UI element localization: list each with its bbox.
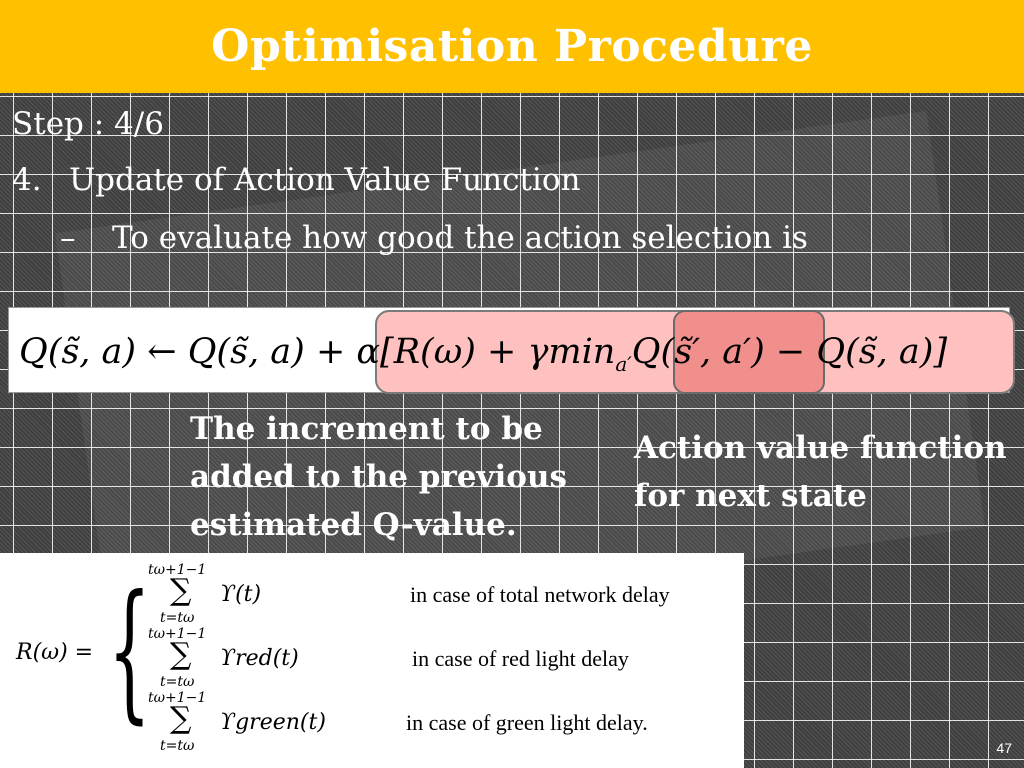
page-number: 47 bbox=[996, 740, 1012, 756]
reward-condition: in case of green light delay. bbox=[406, 710, 648, 735]
equation-rhs-q: Q(s̃, a) bbox=[187, 332, 305, 372]
reward-condition: in case of red light delay bbox=[412, 646, 629, 671]
next-q-highlight bbox=[673, 310, 825, 394]
sigma-icon: ∑ bbox=[170, 701, 192, 736]
sigma-icon: ∑ bbox=[170, 573, 192, 608]
sigma-icon: ∑ bbox=[170, 637, 192, 672]
reward-term: ϒred(t) bbox=[220, 646, 299, 671]
equation-text: Q(s̃, a) ← Q(s̃, a) + α[R(ω) + γmina′Q(s… bbox=[19, 308, 947, 396]
equation-min-subscript: a′ bbox=[615, 352, 632, 376]
equation-next-q: Q(s̃′, a′) bbox=[631, 332, 765, 372]
sum-upper-limit: tω+1−1 bbox=[148, 626, 207, 642]
sum-lower-limit: t=tω bbox=[160, 674, 195, 690]
title-bar: Optimisation Procedure bbox=[0, 0, 1024, 93]
sum-lower-limit: t=tω bbox=[160, 738, 195, 754]
slide-title: Optimisation Procedure bbox=[211, 21, 813, 72]
sub-list-dash: – bbox=[60, 220, 76, 256]
reward-term: ϒgreen(t) bbox=[220, 710, 326, 735]
sub-list-item: – To evaluate how good the action selecti… bbox=[60, 220, 808, 256]
reward-term: ϒ(t) bbox=[220, 582, 262, 607]
equation-plus: + bbox=[315, 332, 346, 372]
list-item-number: 4. bbox=[12, 162, 42, 198]
sub-list-text: To evaluate how good the action selectio… bbox=[112, 220, 808, 256]
sum-upper-limit: tω+1−1 bbox=[148, 690, 207, 706]
reward-lhs: R(ω) = bbox=[16, 640, 94, 665]
list-item: 4. Update of Action Value Function bbox=[12, 162, 580, 198]
list-item-text: Update of Action Value Function bbox=[69, 162, 581, 198]
brace-icon: { bbox=[108, 564, 151, 738]
increment-annotation: The increment to be added to the previou… bbox=[190, 411, 567, 543]
update-equation: Q(s̃, a) ← Q(s̃, a) + α[R(ω) + γmina′Q(s… bbox=[8, 307, 1015, 396]
reward-definition bbox=[0, 553, 744, 768]
sum-upper-limit: tω+1−1 bbox=[148, 562, 207, 578]
step-indicator: Step : 4/6 bbox=[12, 106, 164, 142]
reward-condition: in case of total network delay bbox=[410, 582, 670, 607]
equation-tail: − Q(s̃, a)] bbox=[775, 332, 948, 372]
equation-arrow: ← bbox=[147, 332, 177, 372]
equation-alpha-term: α[R(ω) + γmin bbox=[356, 332, 616, 372]
equation-lhs: Q(s̃, a) bbox=[19, 332, 137, 372]
sum-lower-limit: t=tω bbox=[160, 610, 195, 626]
next-state-annotation: Action value function for next state bbox=[634, 430, 1007, 514]
